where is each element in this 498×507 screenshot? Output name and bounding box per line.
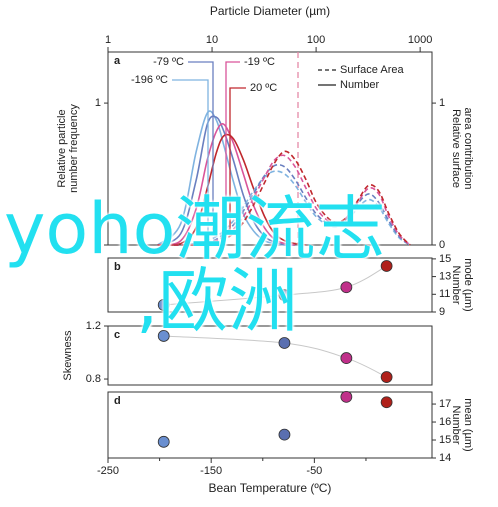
panel-label: b xyxy=(114,261,121,273)
y-tick-label: 1.2 xyxy=(86,320,101,332)
series-line xyxy=(157,150,411,246)
x-tick-label: 1 xyxy=(105,34,111,46)
overlay-text: ,欧洲 xyxy=(136,260,299,342)
point xyxy=(340,352,353,364)
series-line xyxy=(157,115,296,247)
point xyxy=(340,281,353,294)
panel-label: d xyxy=(114,395,121,407)
y-tick-label: 14 xyxy=(439,452,451,464)
series-line xyxy=(157,163,411,246)
annotation-leader xyxy=(188,61,214,235)
x-tick-label: -150 xyxy=(200,465,222,477)
annotation-leader xyxy=(172,79,209,235)
y-axis-title: mode (µm) xyxy=(462,258,474,311)
y-tick-label: 15 xyxy=(439,434,451,446)
plot-frame xyxy=(107,325,433,386)
y-tick-label: 0.8 xyxy=(86,373,101,385)
y2-tick-label: 0 xyxy=(439,239,445,251)
y-tick-label: 11 xyxy=(439,288,450,300)
series-line xyxy=(157,154,411,246)
annotation: -79 ºC xyxy=(153,56,184,68)
y-axis-title: number frequency xyxy=(68,104,80,193)
y-tick-label: 17 xyxy=(439,398,451,410)
y-tick-label: 13 xyxy=(439,270,451,282)
plot-frame xyxy=(107,391,433,459)
point xyxy=(380,371,393,383)
x-axis-title: Bean Temperature (ºC) xyxy=(209,481,332,495)
y2-tick-label: 1 xyxy=(439,97,445,109)
annotation: -196 ºC xyxy=(131,74,168,86)
legend-label: Surface Area xyxy=(340,64,404,76)
x-tick-label: 100 xyxy=(307,34,325,46)
series-line xyxy=(157,123,296,246)
x-tick-label: -50 xyxy=(306,465,322,477)
series-line xyxy=(157,133,307,247)
trend-line xyxy=(163,265,387,306)
annotation-leader xyxy=(229,87,246,235)
x-axis-title: Particle Diameter (µm) xyxy=(210,4,330,18)
y-tick-label: 0 xyxy=(95,239,101,251)
x-tick-label: -250 xyxy=(97,465,119,477)
point xyxy=(278,337,291,349)
point xyxy=(278,289,291,302)
annotation: 20 ºC xyxy=(250,82,277,94)
point xyxy=(340,390,353,403)
plot-frame xyxy=(107,257,433,313)
y-tick-label: 1 xyxy=(95,97,101,109)
trend-line xyxy=(163,335,387,378)
plot-frame xyxy=(107,51,433,246)
point xyxy=(380,260,393,272)
y-axis-title: Number xyxy=(450,405,462,444)
point xyxy=(157,435,170,448)
legend-label: Number xyxy=(340,79,379,91)
y-axis-title: Skewness xyxy=(62,330,74,381)
y-axis-title: Number xyxy=(450,265,462,304)
y-axis-title: Relative particle xyxy=(56,109,68,187)
annotation-leader xyxy=(225,61,240,235)
y-tick-label: 15 xyxy=(439,253,451,265)
y2-axis-title: Relative surface xyxy=(450,109,462,188)
point xyxy=(278,428,291,441)
series-line xyxy=(157,110,296,246)
y-tick-label: 9 xyxy=(439,306,445,318)
overlay-text: yoho潮流志 xyxy=(4,188,386,270)
point xyxy=(157,330,170,342)
panel-label: c xyxy=(114,329,120,341)
x-tick-label: 1000 xyxy=(408,34,432,46)
point xyxy=(157,299,170,311)
y-axis-title: mean (µm) xyxy=(462,398,474,451)
x-tick-label: 10 xyxy=(206,34,218,46)
y-tick-label: 16 xyxy=(439,416,451,428)
annotation: -19 ºC xyxy=(244,56,275,68)
point xyxy=(380,396,393,409)
panel-label: a xyxy=(114,55,121,67)
series-line xyxy=(157,170,411,246)
y2-axis-title: area contribution xyxy=(462,108,474,190)
